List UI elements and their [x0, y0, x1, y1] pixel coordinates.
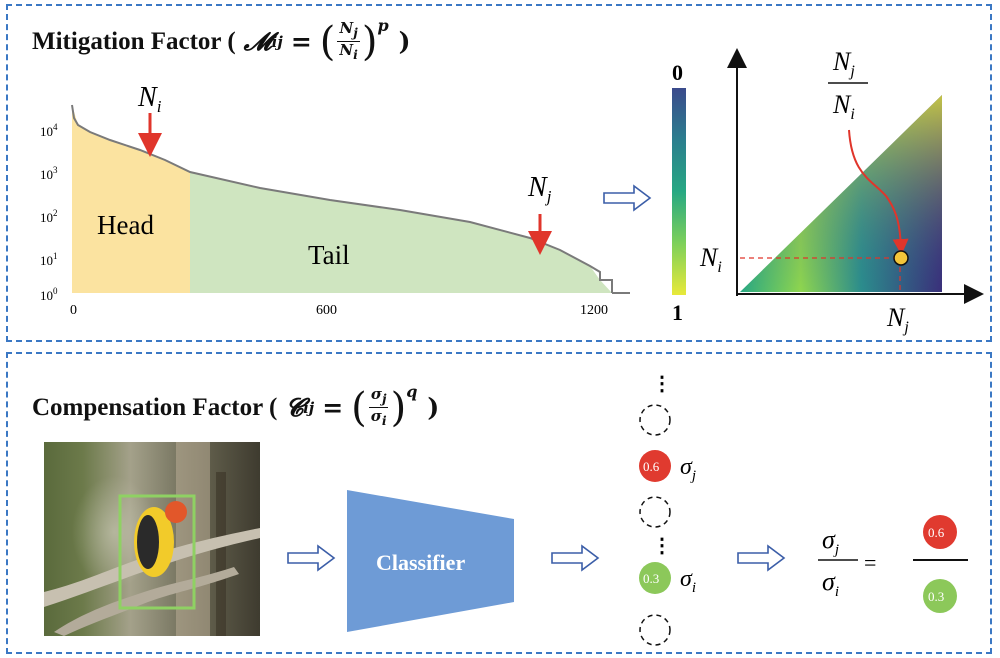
- dots-top: ⋮: [652, 373, 672, 395]
- mitigation-den: N: [339, 41, 354, 59]
- mitigation-symbol-sub: ij: [271, 32, 283, 51]
- score-label-sigma-j: σj: [680, 454, 696, 484]
- compensation-power: q: [406, 382, 418, 401]
- compensation-title-text: Compensation Factor (: [32, 393, 278, 421]
- colorbar-bottom-label: 1: [672, 300, 683, 325]
- ratio-bottom-node: [923, 579, 957, 613]
- colorbar-top-label: 0: [672, 60, 683, 85]
- heatmap-x-label: Nj: [886, 303, 909, 336]
- ratio-bottom-value: 0.3: [928, 589, 944, 604]
- marker-ni-label: Ni: [137, 82, 162, 116]
- x-tick-600: 600: [316, 303, 337, 318]
- arrow-chart-to-heatmap: [603, 184, 652, 212]
- heatmap-fraction: Nj Ni: [828, 47, 868, 123]
- score-node-sigma-j: [639, 450, 671, 482]
- mitigation-den-sub: i: [353, 47, 358, 62]
- mitigation-title-text: Mitigation Factor (: [32, 27, 236, 55]
- empty-node-2: [639, 496, 671, 528]
- compensation-den-sub: i: [381, 413, 387, 428]
- ratio-num: σj: [822, 525, 839, 558]
- colorbar: [672, 88, 686, 295]
- ratio-den: σi: [822, 567, 839, 600]
- hm-frac-num: Nj: [832, 47, 855, 80]
- empty-node-3: [639, 614, 671, 646]
- detection-box: [118, 494, 196, 610]
- compensation-num-sub: j: [381, 391, 387, 406]
- classifier-block: [347, 490, 514, 632]
- mitigation-title-close: ): [398, 27, 411, 56]
- arrow-photo-to-classifier: [287, 544, 336, 572]
- ratio-equals: =: [864, 550, 876, 575]
- ratio-formula: σj σi = 0.6 0.3: [818, 515, 968, 613]
- empty-node-1: [639, 404, 671, 436]
- head-region: [72, 105, 190, 293]
- y-axis-ticks: 104 103 102 101 100: [40, 122, 58, 303]
- score-column: ⋮ 0.6 σj ⋮ 0.3 σi: [639, 373, 696, 646]
- arrow-scores-to-ratio: [737, 544, 786, 572]
- mitigation-num-sub: j: [353, 25, 358, 40]
- compensation-num: σ: [370, 385, 382, 403]
- heatmap-point: [893, 250, 909, 266]
- ratio-top-node: [923, 515, 957, 549]
- score-value-sigma-j: 0.6: [643, 459, 660, 474]
- mitigation-panel: [6, 4, 992, 342]
- compensation-equals: =: [322, 393, 344, 422]
- y-tick-10-4: 104: [40, 122, 58, 139]
- mitigation-symbol: 𝓜: [243, 26, 272, 56]
- compensation-fraction: σj σi: [368, 385, 389, 429]
- classifier-label: Classifier: [376, 550, 465, 575]
- y-tick-10-0: 100: [40, 286, 58, 303]
- mitigation-power: p: [377, 16, 389, 35]
- ratio-top-value: 0.6: [928, 525, 945, 540]
- score-value-sigma-i: 0.3: [643, 571, 659, 586]
- mitigation-fraction: Nj Ni: [337, 19, 360, 63]
- heatmap-triangle-overlay: [740, 95, 942, 292]
- y-tick-10-3: 103: [40, 165, 58, 182]
- compensation-symbol-sub: ij: [303, 398, 315, 417]
- tail-region: [190, 172, 612, 293]
- y-tick-10-1: 101: [40, 251, 58, 268]
- x-tick-0: 0: [70, 303, 77, 318]
- dots-middle: ⋮: [652, 535, 672, 557]
- marker-nj-label: Nj: [527, 172, 552, 206]
- compensation-panel: [6, 352, 992, 654]
- heatmap-red-arrow: [848, 129, 909, 255]
- arrow-classifier-to-scores: [551, 544, 600, 572]
- compensation-paren-open: (: [351, 384, 367, 431]
- head-label: Head: [97, 210, 154, 240]
- compensation-den: σ: [370, 407, 382, 425]
- distribution-curve: [71, 104, 613, 293]
- compensation-paren-close: ): [390, 384, 407, 431]
- x-tick-1200: 1200: [580, 303, 608, 318]
- mitigation-paren-open: (: [319, 18, 336, 65]
- mitigation-equals: =: [290, 27, 312, 56]
- mitigation-paren-close: ): [361, 18, 378, 65]
- y-tick-10-2: 102: [40, 208, 58, 225]
- tail-label: Tail: [308, 240, 350, 270]
- mitigation-num: N: [339, 19, 354, 37]
- compensation-symbol: 𝓒: [285, 392, 304, 422]
- bird-photo: [44, 442, 260, 636]
- hm-frac-den: Ni: [832, 90, 855, 123]
- score-node-sigma-i: [639, 562, 671, 594]
- bird-photo-drawing: [44, 442, 260, 636]
- heatmap-y-label: Ni: [699, 243, 722, 276]
- score-label-sigma-i: σi: [680, 566, 696, 596]
- compensation-title-close: ): [427, 393, 440, 422]
